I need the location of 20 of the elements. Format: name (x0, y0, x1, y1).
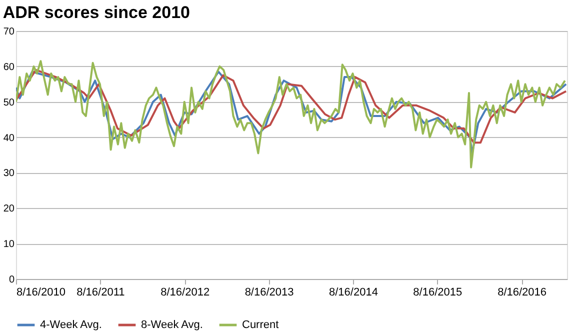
x-tick-label: 8/16/2014 (328, 286, 378, 298)
legend-label: 8-Week Avg. (141, 319, 203, 331)
y-tick-label: 50 (3, 97, 15, 108)
line-series (16, 60, 566, 168)
x-tick-label: 8/16/2011 (76, 286, 125, 298)
legend-label: 4-Week Avg. (40, 319, 102, 331)
y-tick-label: 20 (3, 204, 15, 215)
x-tick-label: 8/16/2016 (498, 286, 547, 298)
y-tick-label: 10 (3, 239, 15, 250)
legend-label: Current (242, 319, 279, 331)
y-tick-label: 60 (3, 62, 15, 73)
y-tick-label: 40 (3, 132, 15, 144)
x-tick-label: 8/16/2013 (244, 286, 294, 298)
x-tick-label: 8/16/2010 (16, 286, 66, 298)
y-tick-label: 30 (3, 168, 15, 180)
x-tick-label: 8/16/2015 (413, 286, 462, 298)
y-tick-label: 0 (8, 274, 15, 286)
chart-title: ADR scores since 2010 (2, 3, 190, 22)
x-tick-label: 8/16/2012 (160, 286, 210, 298)
y-tick-label: 70 (3, 26, 15, 38)
